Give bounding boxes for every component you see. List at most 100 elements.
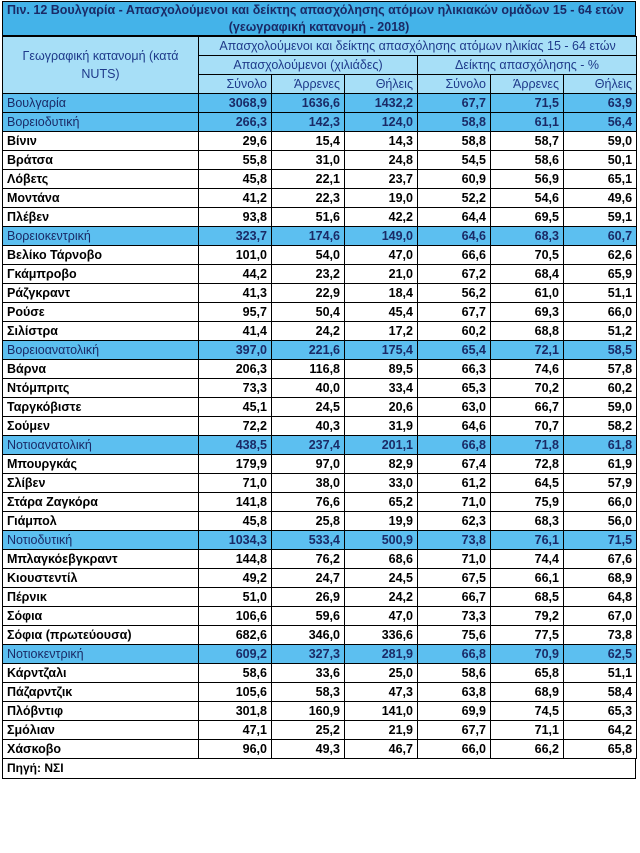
row-value: 45,8	[198, 169, 272, 189]
row-value: 18,4	[344, 283, 418, 303]
row-value: 66,8	[417, 435, 491, 455]
region-row: Νοτιοκεντρική 609,2 327,3 281,9 66,8 70,9 62,5	[2, 644, 638, 664]
row-name: Σόφια (πρωτεύουσα)	[2, 625, 199, 645]
table-row: Μπουργκάς 179,9 97,0 82,9 67,4 72,8 61,9	[2, 454, 638, 474]
row-value: 58,8	[417, 112, 491, 132]
row-value: 38,0	[271, 473, 345, 493]
row-value: 70,9	[490, 644, 564, 664]
row-value: 75,9	[490, 492, 564, 512]
row-name: Βίνιν	[2, 131, 199, 151]
region-row: Νοτιοδυτική 1034,3 533,4 500,9 73,8 76,1 71,5	[2, 530, 638, 550]
row-value: 58,6	[490, 150, 564, 170]
source-note: Πηγή: ΝΣΙ	[2, 759, 636, 779]
row-value: 237,4	[271, 435, 345, 455]
row-value: 31,0	[271, 150, 345, 170]
row-value: 41,2	[198, 188, 272, 208]
row-value: 73,8	[562, 625, 638, 645]
row-value: 301,8	[198, 701, 272, 721]
row-value: 64,4	[417, 207, 491, 227]
row-name: Νοτιοανατολική	[2, 435, 199, 455]
row-value: 50,4	[271, 302, 345, 322]
row-value: 71,0	[417, 549, 491, 569]
table-row: Βίνιν 29,6 15,4 14,3 58,8 58,7 59,0	[2, 131, 638, 151]
row-value: 56,4	[562, 112, 638, 132]
row-value: 58,2	[562, 416, 638, 436]
row-value: 51,1	[562, 663, 638, 683]
main-header: Απασχολούμενοι και δείκτης απασχόλησης α…	[197, 36, 638, 56]
row-value: 79,2	[490, 606, 564, 626]
row-value: 60,2	[562, 378, 638, 398]
table-row: Μπλαγκόεβγκραντ 144,8 76,2 68,6 71,0 74,4 67,6	[2, 549, 638, 569]
row-value: 67,7	[417, 93, 491, 113]
row-value: 58,8	[417, 131, 491, 151]
row-name: Πέρνικ	[2, 587, 199, 607]
row-value: 336,6	[344, 625, 418, 645]
row-value: 25,8	[271, 511, 345, 531]
row-value: 58,4	[562, 682, 638, 702]
col-total-rate: Σύνολο	[417, 74, 491, 94]
row-value: 45,4	[344, 302, 418, 322]
row-value: 17,2	[344, 321, 418, 341]
table-row: Κιουστεντίλ 49,2 24,7 24,5 67,5 66,1 68,9	[2, 568, 638, 588]
col-total-employed: Σύνολο	[198, 74, 272, 94]
row-value: 68,6	[344, 549, 418, 569]
employed-header: Απασχολούμενοι (χιλιάδες)	[198, 55, 418, 75]
row-value: 97,0	[271, 454, 345, 474]
row-value: 60,2	[417, 321, 491, 341]
row-value: 63,8	[417, 682, 491, 702]
row-value: 74,5	[490, 701, 564, 721]
table-row: Βράτσα 55,8 31,0 24,8 54,5 58,6 50,1	[2, 150, 638, 170]
row-value: 175,4	[344, 340, 418, 360]
row-name: Βουλγαρία	[2, 93, 199, 113]
row-value: 44,2	[198, 264, 272, 284]
row-name: Νοτιοκεντρική	[2, 644, 199, 664]
row-value: 149,0	[344, 226, 418, 246]
row-value: 24,5	[271, 397, 345, 417]
rate-header: Δείκτης απασχόλησης - %	[416, 55, 638, 75]
row-value: 23,7	[344, 169, 418, 189]
row-value: 22,1	[271, 169, 345, 189]
row-value: 67,5	[417, 568, 491, 588]
table-title-line2: (γεωγραφική κατανομή - 2018)	[228, 20, 410, 34]
row-value: 58,3	[271, 682, 345, 702]
row-value: 63,9	[562, 93, 638, 113]
row-name: Κιουστεντίλ	[2, 568, 199, 588]
row-value: 65,3	[417, 378, 491, 398]
row-value: 70,7	[490, 416, 564, 436]
row-name: Σιλίστρα	[2, 321, 199, 341]
row-value: 67,4	[417, 454, 491, 474]
row-value: 3068,9	[198, 93, 272, 113]
row-name: Νοτιοδυτική	[2, 530, 199, 550]
row-value: 66,1	[490, 568, 564, 588]
row-value: 68,9	[562, 568, 638, 588]
row-value: 65,4	[417, 340, 491, 360]
row-value: 21,9	[344, 720, 418, 740]
row-name: Βορειοδυτική	[2, 112, 199, 132]
row-value: 60,7	[562, 226, 638, 246]
row-name: Πλέβεν	[2, 207, 199, 227]
geo-header: Γεωγραφική κατανομή (κατά NUTS)	[2, 36, 199, 94]
table-row: Γκάμπροβο 44,2 23,2 21,0 67,2 68,4 65,9	[2, 264, 638, 284]
table-body: Βουλγαρία 3068,9 1636,6 1432,2 67,7 71,5 63,9 Β…	[2, 93, 638, 759]
row-name: Βράτσα	[2, 150, 199, 170]
row-value: 24,2	[344, 587, 418, 607]
row-value: 56,2	[417, 283, 491, 303]
employment-table: Γεωγραφική κατανομή (κατά NUTS) Απασχολο…	[2, 36, 638, 759]
row-value: 68,8	[490, 321, 564, 341]
row-value: 323,7	[198, 226, 272, 246]
row-value: 20,6	[344, 397, 418, 417]
row-value: 74,4	[490, 549, 564, 569]
table-row: Σμόλιαν 47,1 25,2 21,9 67,7 71,1 64,2	[2, 720, 638, 740]
row-value: 67,2	[417, 264, 491, 284]
row-value: 19,0	[344, 188, 418, 208]
row-value: 533,4	[271, 530, 345, 550]
row-value: 67,0	[562, 606, 638, 626]
row-value: 71,8	[490, 435, 564, 455]
row-value: 59,0	[562, 131, 638, 151]
table-row: Πλόβντιφ 301,8 160,9 141,0 69,9 74,5 65,3	[2, 701, 638, 721]
region-row: Βορειοδυτική 266,3 142,3 124,0 58,8 61,1 56,4	[2, 112, 638, 132]
row-value: 179,9	[198, 454, 272, 474]
row-name: Γκάμπροβο	[2, 264, 199, 284]
row-name: Βελίκο Τάρνοβο	[2, 245, 199, 265]
row-value: 71,1	[490, 720, 564, 740]
